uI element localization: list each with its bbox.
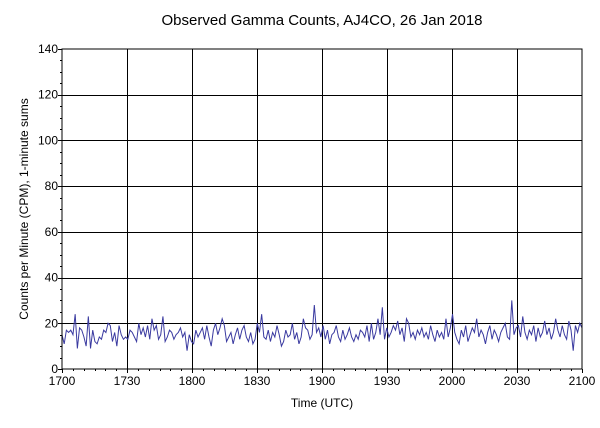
x-tick-label: 1900 (309, 374, 336, 388)
x-tick-label: 1830 (244, 374, 271, 388)
y-tick-label: 0 (51, 362, 58, 376)
x-tick-labels: 1700 1730 1800 1830 1900 1930 2000 2030 2100 (49, 374, 596, 388)
x-tick-label: 2030 (504, 374, 531, 388)
y-axis-label: Counts per Minute (CPM), 1-minute sums (17, 98, 31, 319)
y-tick-label: 140 (38, 42, 58, 56)
y-tick-label: 40 (45, 271, 59, 285)
x-tick-label: 1700 (49, 374, 76, 388)
plot-frame (61, 48, 583, 370)
series-layer (61, 300, 583, 351)
x-tick-label: 2100 (569, 374, 596, 388)
y-tick-label: 80 (45, 179, 59, 193)
axis-ticks (58, 49, 583, 373)
x-tick-label: 1730 (114, 374, 141, 388)
x-tick-label: 2000 (439, 374, 466, 388)
y-tick-label: 60 (45, 225, 59, 239)
y-tick-labels: 0 20 40 60 80 100 120 140 (38, 42, 58, 376)
y-tick-label: 20 (45, 316, 59, 330)
x-axis-label: Time (UTC) (291, 396, 353, 410)
series-line (61, 300, 583, 351)
grid-lines (62, 49, 582, 369)
y-tick-label: 120 (38, 88, 58, 102)
x-tick-label: 1930 (374, 374, 401, 388)
chart-title: Observed Gamma Counts, AJ4CO, 26 Jan 201… (162, 12, 483, 29)
y-tick-label: 100 (38, 133, 58, 147)
x-tick-label: 1800 (179, 374, 206, 388)
